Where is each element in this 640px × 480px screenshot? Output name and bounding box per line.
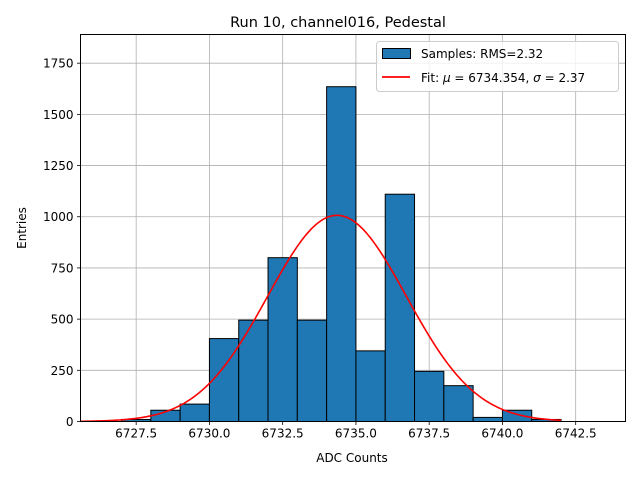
legend-fit-sigma-symbol: σ bbox=[533, 71, 541, 85]
legend-fit-label: Fit: μ = 6734.354, σ = 2.37 bbox=[421, 71, 585, 85]
x-tick-label: 6732.5 bbox=[262, 427, 304, 441]
plot-frame bbox=[80, 34, 626, 422]
fit-curve-group bbox=[80, 214, 562, 423]
histogram-bar bbox=[267, 257, 298, 423]
histogram-bar bbox=[326, 86, 357, 422]
fit-curve bbox=[80, 214, 562, 423]
histogram-bar bbox=[414, 370, 445, 423]
x-axis-label: ADC Counts bbox=[316, 451, 388, 465]
x-tick-label: 6740.0 bbox=[481, 427, 523, 441]
y-tick-label: 750 bbox=[51, 261, 74, 275]
y-tick-label: 1250 bbox=[43, 159, 74, 173]
x-tick-label: 6737.5 bbox=[408, 427, 450, 441]
x-tick-label: 6727.5 bbox=[115, 427, 157, 441]
legend-histogram-label: Samples: RMS=2.32 bbox=[421, 47, 543, 61]
y-axis-label: Entries bbox=[15, 207, 29, 249]
legend-box bbox=[376, 41, 619, 92]
histogram-bar bbox=[296, 319, 328, 422]
legend-fit-prefix: Fit: bbox=[421, 71, 443, 85]
legend-fit-mu-value: = 6734.354, bbox=[451, 71, 534, 85]
y-axis-ticks: 0 250 500 750 1000 1250 1500 1750 bbox=[43, 57, 81, 429]
x-axis-ticks: 6727.5 6730.0 6732.5 6735.0 6737.5 6740.0 6742… bbox=[115, 421, 597, 441]
y-tick-label: 1000 bbox=[43, 210, 74, 224]
histogram-bar bbox=[443, 385, 474, 422]
legend-fit-mu-symbol: μ bbox=[442, 71, 451, 85]
y-tick-label: 1750 bbox=[43, 57, 74, 71]
y-tick-label: 500 bbox=[51, 313, 74, 327]
chart-title: Run 10, channel016, Pedestal bbox=[230, 15, 446, 31]
x-tick-label: 6742.5 bbox=[555, 427, 597, 441]
histogram-bar bbox=[179, 403, 210, 423]
legend-fit-sigma-value: = 2.37 bbox=[541, 71, 585, 85]
histogram-bar bbox=[355, 350, 386, 423]
histogram-bar bbox=[238, 319, 269, 422]
y-tick-label: 1500 bbox=[43, 108, 74, 122]
x-tick-label: 6730.0 bbox=[188, 427, 230, 441]
histogram-bar bbox=[472, 416, 503, 422]
histogram-bar bbox=[384, 193, 416, 422]
y-tick-label: 250 bbox=[51, 364, 74, 378]
y-tick-label: 0 bbox=[66, 415, 74, 429]
legend-histogram-swatch bbox=[382, 48, 411, 59]
histogram-bars bbox=[121, 86, 562, 423]
legend: Samples: RMS=2.32 Fit: μ = 6734.354, σ =… bbox=[376, 41, 619, 92]
x-tick-label: 6735.0 bbox=[335, 427, 377, 441]
